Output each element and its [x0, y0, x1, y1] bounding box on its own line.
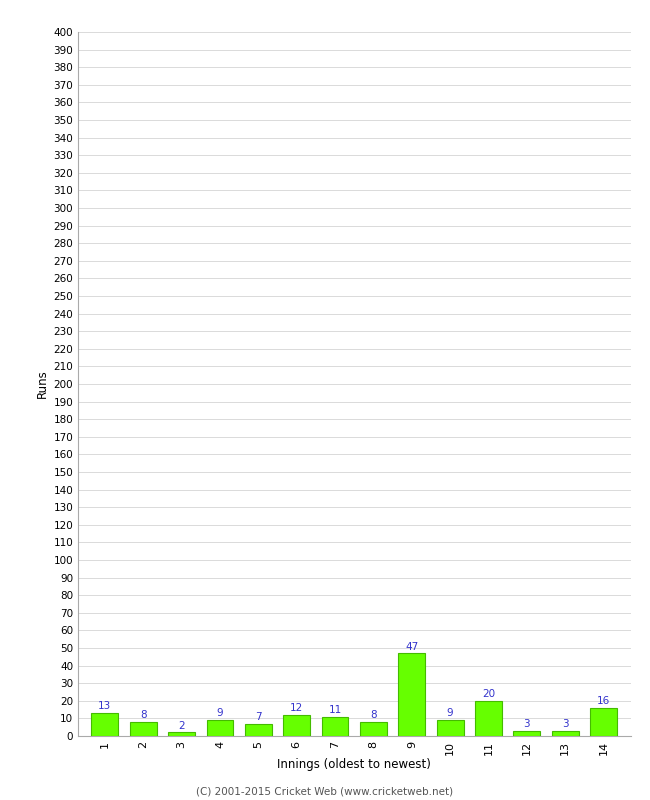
Text: 7: 7: [255, 712, 262, 722]
Y-axis label: Runs: Runs: [36, 370, 49, 398]
Text: 8: 8: [370, 710, 377, 720]
Bar: [475, 701, 502, 736]
Text: 3: 3: [524, 719, 530, 729]
Text: 11: 11: [328, 705, 342, 715]
Bar: [552, 730, 578, 736]
Text: 12: 12: [290, 703, 304, 713]
Bar: [130, 722, 157, 736]
Bar: [360, 722, 387, 736]
Bar: [92, 713, 118, 736]
Text: 47: 47: [405, 642, 419, 651]
Text: 8: 8: [140, 710, 146, 720]
Text: 20: 20: [482, 689, 495, 699]
Bar: [207, 720, 233, 736]
Text: 9: 9: [216, 709, 223, 718]
Text: (C) 2001-2015 Cricket Web (www.cricketweb.net): (C) 2001-2015 Cricket Web (www.cricketwe…: [196, 786, 454, 796]
Text: 3: 3: [562, 719, 569, 729]
Bar: [283, 715, 310, 736]
Bar: [322, 717, 348, 736]
Bar: [514, 730, 540, 736]
Bar: [168, 733, 195, 736]
Text: 16: 16: [597, 696, 610, 706]
Bar: [590, 708, 617, 736]
X-axis label: Innings (oldest to newest): Innings (oldest to newest): [278, 758, 431, 770]
Text: 9: 9: [447, 709, 454, 718]
Bar: [437, 720, 463, 736]
Bar: [398, 654, 425, 736]
Text: 2: 2: [178, 721, 185, 730]
Text: 13: 13: [98, 702, 112, 711]
Bar: [245, 724, 272, 736]
